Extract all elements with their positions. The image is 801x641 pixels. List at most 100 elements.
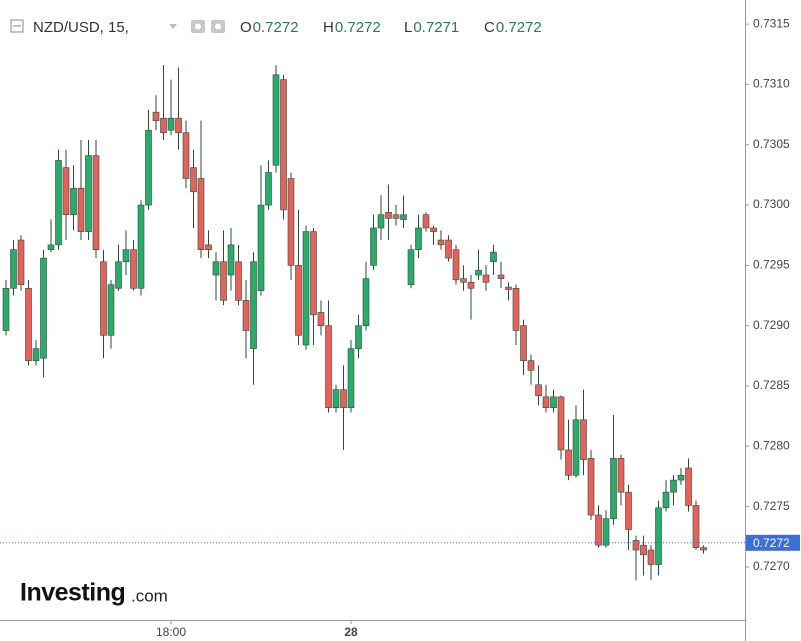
y-tick-label: 0.7280 — [753, 438, 790, 452]
watermark-brand: Investing — [20, 579, 125, 607]
candle-body — [47, 244, 55, 250]
candle-body — [617, 458, 625, 493]
candle-body — [302, 231, 310, 346]
ohlc-value: 0.7272 — [496, 19, 542, 36]
candle-body — [437, 239, 445, 246]
candle-body — [685, 467, 692, 506]
candle-body — [152, 111, 160, 121]
candle-body — [62, 167, 70, 216]
y-tick-label: 0.7305 — [753, 137, 790, 151]
candle-body — [160, 117, 167, 133]
candle-body — [280, 79, 287, 211]
candle-body — [25, 287, 32, 361]
candle-body — [385, 211, 392, 219]
y-tick-label: 0.7295 — [753, 258, 790, 272]
candle-body — [422, 214, 430, 229]
ohlc-value: 0.7272 — [335, 19, 381, 36]
y-tick-label: 0.7270 — [753, 559, 790, 573]
ohlc-label: L — [404, 19, 412, 36]
candle-body — [205, 244, 212, 250]
candle-body — [580, 419, 587, 460]
candle-body — [572, 419, 580, 476]
candle-body — [182, 132, 190, 179]
candle-body — [197, 178, 205, 250]
header-icons[interactable] — [10, 19, 225, 33]
candle-body — [505, 286, 512, 290]
candle-body — [677, 474, 685, 481]
candle-body — [430, 227, 437, 232]
candle-body — [145, 129, 152, 206]
y-tick-label: 0.7310 — [753, 77, 790, 91]
symbol-label: NZD/USD, 15, — [33, 19, 129, 36]
candle-body — [325, 325, 332, 409]
candle-body — [2, 287, 10, 331]
candle-body — [587, 458, 595, 516]
candle-body — [647, 549, 655, 565]
candle-body — [92, 155, 100, 250]
dropdown-caret[interactable] — [169, 24, 177, 29]
candle-body — [355, 325, 362, 349]
candle-body — [370, 227, 377, 266]
candle-body — [257, 204, 265, 292]
last-price-box — [746, 534, 800, 551]
candle-body — [535, 384, 542, 396]
x-tick-label: 28 — [344, 625, 358, 639]
candle-body — [40, 257, 47, 359]
candle-body — [595, 514, 602, 546]
candle-body — [482, 274, 490, 283]
y-tick-label: 0.7300 — [753, 197, 790, 211]
candle-body — [700, 547, 707, 551]
candle-body — [265, 172, 272, 206]
ohlc-value: 0.7272 — [253, 19, 299, 36]
candle-body — [520, 325, 527, 361]
candle-body — [512, 287, 520, 331]
candle-body — [317, 312, 325, 326]
candle-body — [460, 278, 467, 283]
candle-body — [640, 544, 647, 556]
candle-body — [85, 155, 92, 232]
candle-body — [227, 244, 235, 276]
candle-body — [295, 265, 302, 336]
candle-body — [415, 227, 422, 250]
gear-icon-dot — [215, 23, 221, 30]
candle-body — [407, 249, 415, 285]
candle-body — [632, 540, 640, 551]
candle-body — [220, 261, 227, 301]
candle-body — [377, 214, 385, 229]
candle-body — [625, 491, 632, 530]
ohlc-label: C — [484, 19, 495, 36]
candle-body — [670, 479, 677, 493]
ohlc-label: O — [240, 19, 252, 36]
candle-body — [602, 518, 610, 546]
collapse-icon[interactable] — [10, 19, 24, 33]
ohlc-label: H — [323, 19, 334, 36]
candle-body — [610, 458, 617, 519]
candle-body — [475, 269, 482, 276]
candle-body — [107, 284, 115, 336]
last-price-label: 0.7272 — [753, 536, 790, 550]
candle-body — [452, 249, 460, 281]
watermark-suffix: .com — [131, 586, 168, 605]
candle-body — [17, 239, 25, 285]
candle-body — [692, 505, 700, 548]
candle-body — [32, 348, 40, 361]
candle-body — [347, 348, 355, 409]
watermark: Investing .com — [20, 579, 168, 607]
candle-body — [250, 261, 257, 349]
y-tick-label: 0.7290 — [753, 318, 790, 332]
candle-body — [287, 178, 295, 266]
candle-body — [167, 117, 175, 131]
candle-body — [445, 239, 452, 259]
candle-body — [362, 278, 370, 326]
candle-body — [557, 396, 565, 451]
candle-body — [77, 187, 85, 232]
y-tick-label: 0.7285 — [753, 378, 790, 392]
ohlc-value: 0.7271 — [413, 19, 459, 36]
candle-body — [122, 249, 130, 263]
candle-body — [550, 396, 557, 409]
candle-body — [115, 261, 122, 289]
candle-body — [70, 187, 77, 216]
candle-body — [392, 214, 400, 219]
x-tick-label: 18:00 — [156, 625, 186, 639]
